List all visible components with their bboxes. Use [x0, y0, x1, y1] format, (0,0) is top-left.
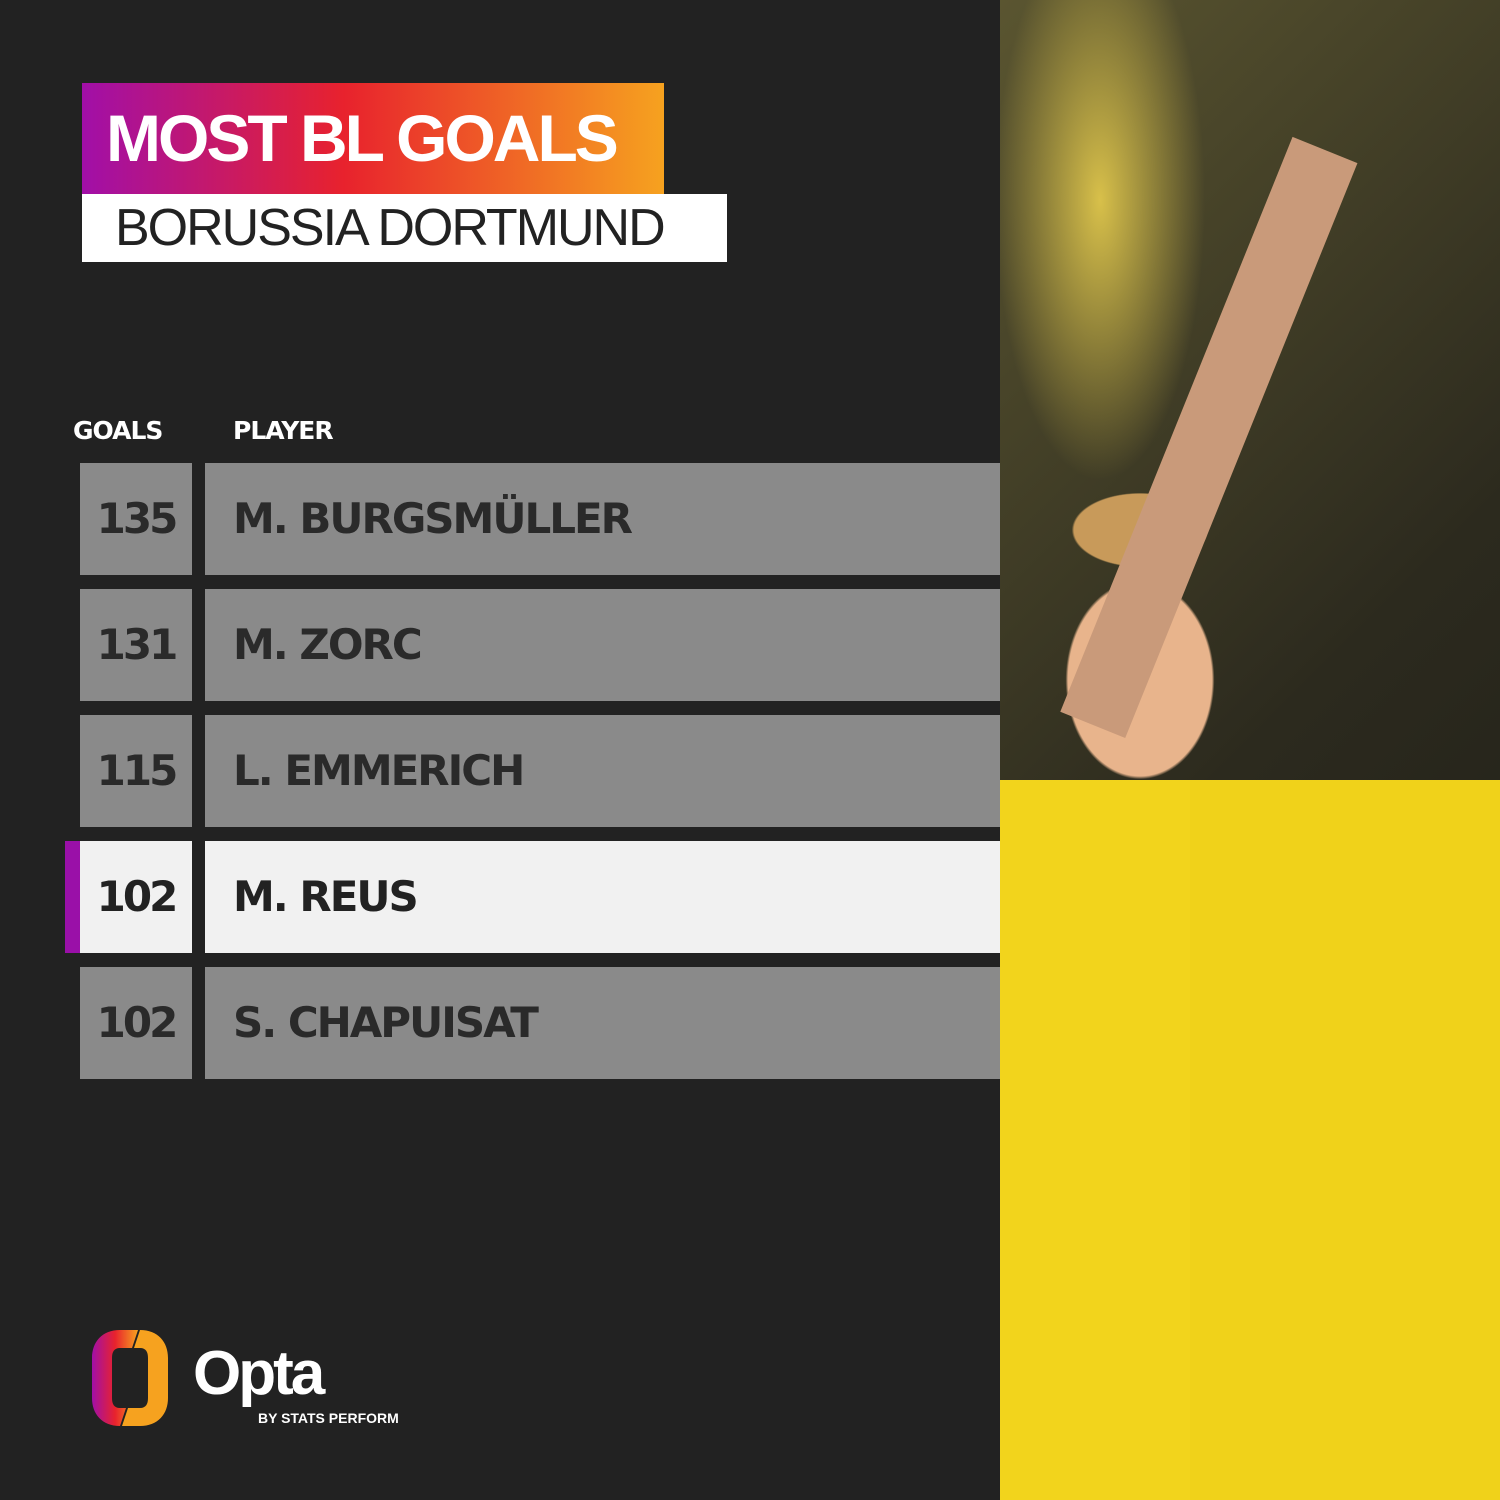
opta-logo-icon: [92, 1330, 168, 1426]
goals-cell: 131: [80, 589, 192, 701]
goals-cell: 102: [80, 841, 192, 953]
column-header-player: PLAYER: [233, 416, 334, 445]
opta-wordmark: Opta: [193, 1339, 325, 1408]
subtitle-banner: BORUSSIA DORTMUND: [82, 194, 727, 262]
table-row: 131 M. ZORC: [80, 589, 1000, 701]
player-cell: M. BURGSMÜLLER: [205, 463, 1000, 575]
player-cell: L. EMMERICH: [205, 715, 1000, 827]
photo-jersey: [1000, 780, 1190, 1500]
player-cell: M. REUS: [205, 841, 1000, 953]
goals-cell: 115: [80, 715, 192, 827]
goals-cell: 102: [80, 967, 192, 1079]
opta-tagline: BY STATS PERFORM: [258, 1410, 399, 1426]
player-cell: M. ZORC: [205, 589, 1000, 701]
table-row: 135 M. BURGSMÜLLER: [80, 463, 1000, 575]
table-row: 102 S. CHAPUISAT: [80, 967, 1000, 1079]
player-photo: [1000, 0, 1500, 1500]
table-row: 115 L. EMMERICH: [80, 715, 1000, 827]
player-cell: S. CHAPUISAT: [205, 967, 1000, 1079]
photo-arm: [1060, 136, 1358, 738]
table-row: 102 M. REUS: [65, 841, 1000, 953]
title-banner: MOST BL GOALS: [82, 83, 664, 194]
highlight-marker: [65, 841, 80, 953]
column-header-goals: GOALS: [73, 416, 163, 445]
goals-cell: 135: [80, 463, 192, 575]
